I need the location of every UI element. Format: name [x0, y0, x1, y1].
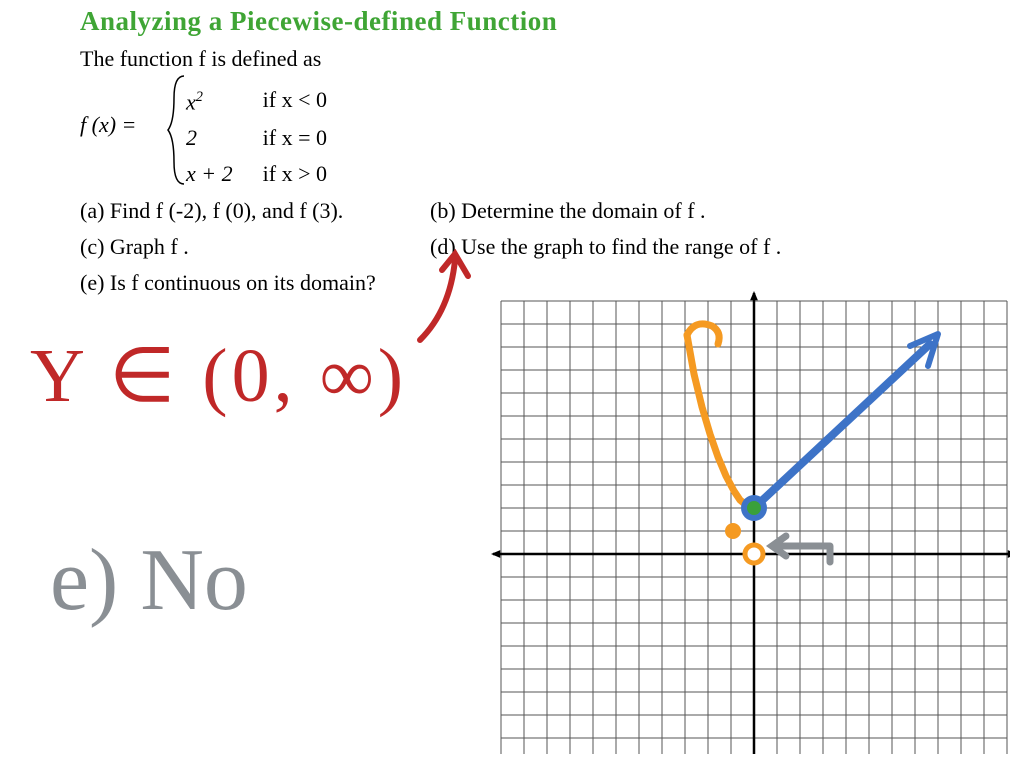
piecewise-cases: x2 if x < 0 2 if x = 0 x + 2 if x > 0 — [184, 78, 339, 193]
fx-label: f (x) = — [80, 112, 136, 138]
intro-text: The function f is defined as — [80, 46, 321, 72]
hand-range-answer: Y ∈ (0, ∞) — [30, 330, 407, 420]
case-row: x2 if x < 0 — [186, 80, 337, 119]
plot-curves — [687, 324, 938, 563]
question-b: (b) Determine the domain of f . — [430, 198, 706, 224]
hand-arrow-icon — [410, 240, 490, 350]
case-row: x + 2 if x > 0 — [186, 157, 337, 191]
title-text: Analyzing a Piecewise-defined Function — [80, 6, 557, 36]
coordinate-graph — [490, 284, 1010, 754]
question-e: (e) Is f continuous on its domain? — [80, 270, 376, 296]
question-a: (a) Find f (-2), f (0), and f (3). — [80, 198, 343, 224]
hand-e-answer: e) No — [50, 530, 248, 631]
question-c: (c) Graph f . — [80, 234, 189, 260]
case-row: 2 if x = 0 — [186, 121, 337, 155]
page-title: Analyzing a Piecewise-defined Function — [80, 6, 557, 37]
